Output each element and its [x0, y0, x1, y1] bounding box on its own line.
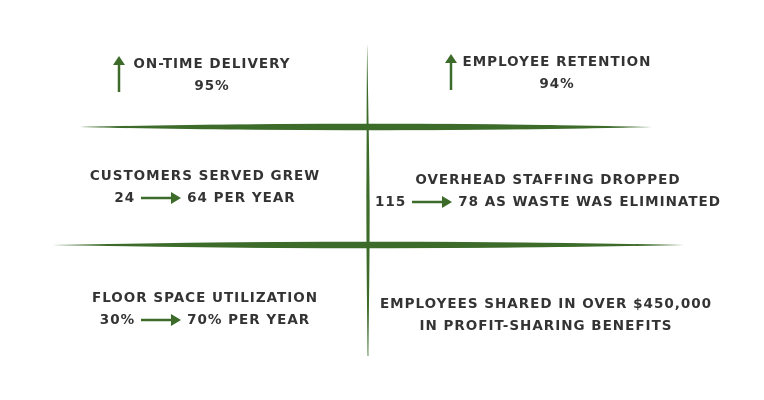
metric-to: 78 AS WASTE WAS ELIMINATED	[458, 194, 721, 210]
metric-line: IN PROFIT-SHARING BENEFITS	[419, 318, 673, 334]
metric-to: 64 PER YEAR	[187, 190, 296, 206]
metric-value: 95%	[194, 78, 230, 94]
vertical-divider	[366, 44, 370, 356]
metric-overhead-staffing: OVERHEAD STAFFING DROPPED 115 78 AS WASTE…	[372, 169, 724, 213]
right-arrow-icon	[412, 196, 453, 208]
horizontal-divider-bottom	[52, 241, 684, 249]
metric-to: 70% PER YEAR	[187, 312, 311, 328]
metric-from: 30%	[99, 312, 136, 328]
right-arrow-icon	[141, 314, 182, 326]
up-arrow-icon	[113, 56, 125, 92]
metric-line: EMPLOYEES SHARED IN OVER $450,000	[379, 296, 713, 312]
metric-change: 30% 70% PER YEAR	[80, 309, 330, 331]
metric-employee-retention: EMPLOYEE RETENTION 94%	[462, 51, 652, 95]
metric-label: OVERHEAD STAFFING DROPPED	[415, 172, 681, 188]
metric-value: 94%	[539, 76, 575, 92]
up-arrow-icon	[445, 54, 457, 90]
metric-label: CUSTOMERS SERVED GREW	[89, 168, 321, 184]
metric-on-time-delivery: ON-TIME DELIVERY 95%	[132, 53, 292, 97]
metric-change: 24 64 PER YEAR	[80, 187, 330, 209]
metric-label: ON-TIME DELIVERY	[133, 56, 291, 72]
metric-from: 24	[114, 190, 136, 206]
metric-label: FLOOR SPACE UTILIZATION	[91, 290, 319, 306]
metric-from: 115	[375, 194, 407, 210]
metric-change: 115 78 AS WASTE WAS ELIMINATED	[372, 191, 724, 213]
metric-floor-space: FLOOR SPACE UTILIZATION 30% 70% PER YEAR	[80, 287, 330, 331]
metric-label: EMPLOYEE RETENTION	[462, 54, 652, 70]
right-arrow-icon	[141, 192, 182, 204]
metric-customers-served: CUSTOMERS SERVED GREW 24 64 PER YEAR	[80, 165, 330, 209]
horizontal-divider-top	[80, 123, 652, 131]
metric-profit-sharing: EMPLOYEES SHARED IN OVER $450,000 IN PRO…	[378, 293, 714, 337]
